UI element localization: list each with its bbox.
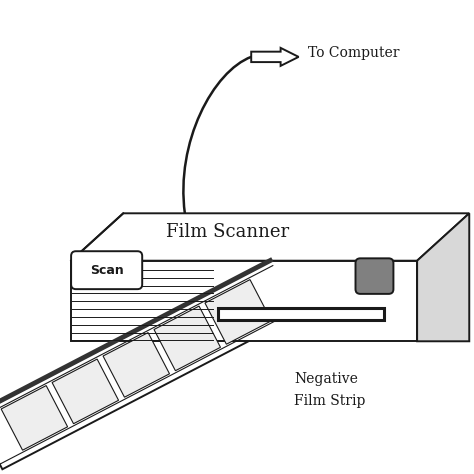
FancyBboxPatch shape (356, 258, 393, 294)
FancyBboxPatch shape (71, 251, 142, 289)
Polygon shape (71, 213, 469, 261)
Polygon shape (103, 333, 170, 397)
Bar (218, 308, 384, 320)
Polygon shape (52, 359, 118, 424)
FancyArrow shape (251, 48, 299, 66)
Text: Negative: Negative (294, 372, 358, 386)
Text: Film Scanner: Film Scanner (166, 223, 289, 241)
Polygon shape (154, 306, 220, 371)
Polygon shape (71, 261, 417, 341)
Polygon shape (0, 261, 299, 469)
Polygon shape (205, 280, 272, 344)
Text: Film Strip: Film Strip (294, 393, 365, 408)
Polygon shape (1, 385, 68, 450)
Text: To Computer: To Computer (308, 46, 400, 60)
Polygon shape (417, 213, 469, 341)
Text: Scan: Scan (90, 264, 124, 277)
